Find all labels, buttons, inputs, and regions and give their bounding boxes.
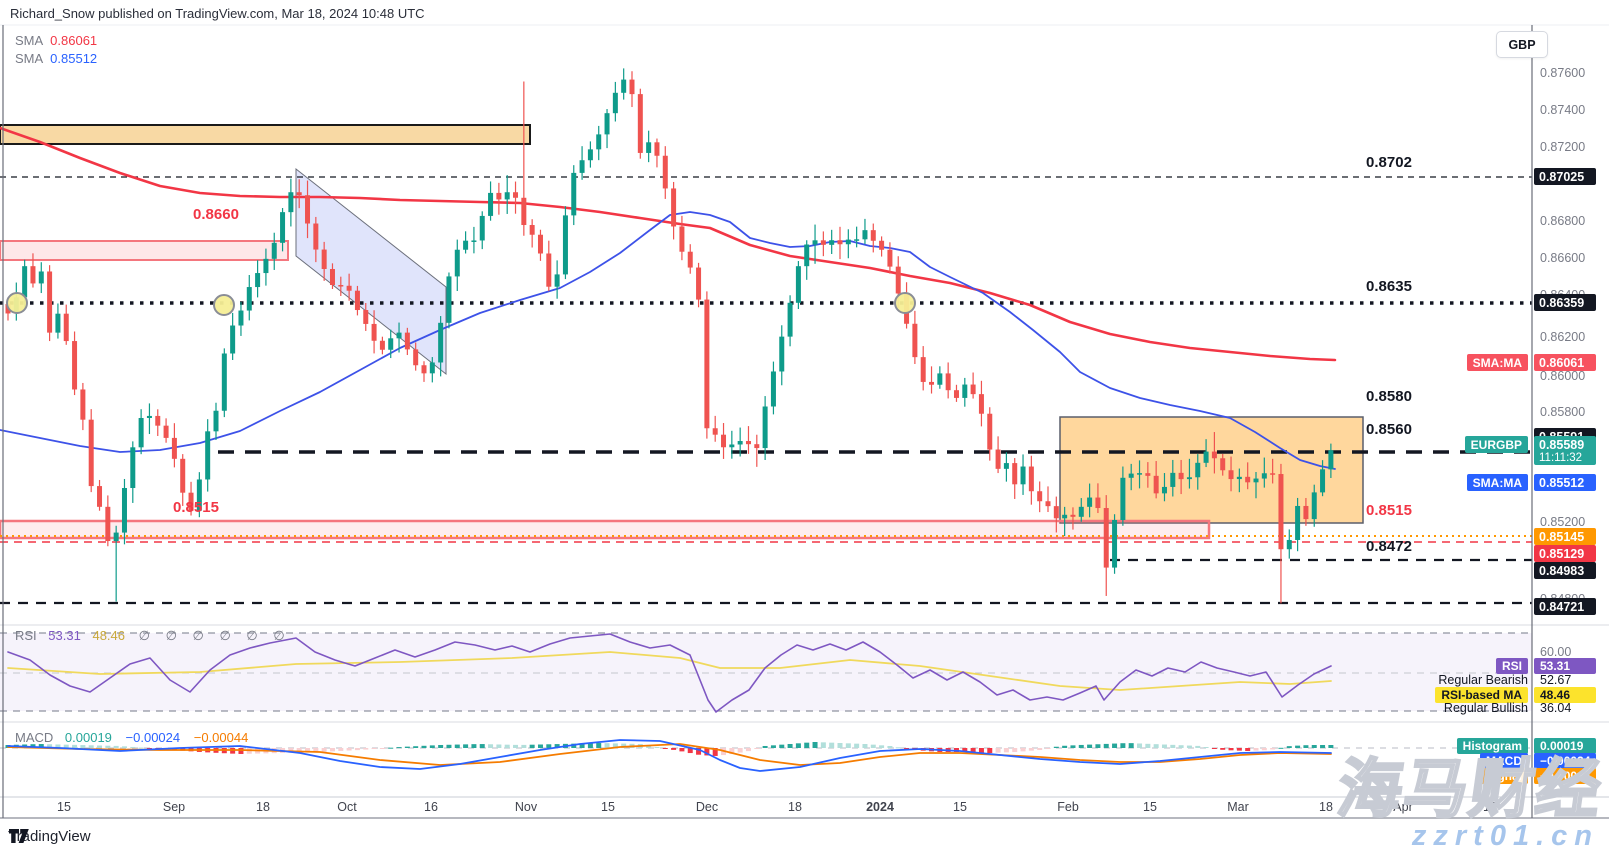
currency-toggle-button[interactable]: GBP (1496, 31, 1548, 58)
